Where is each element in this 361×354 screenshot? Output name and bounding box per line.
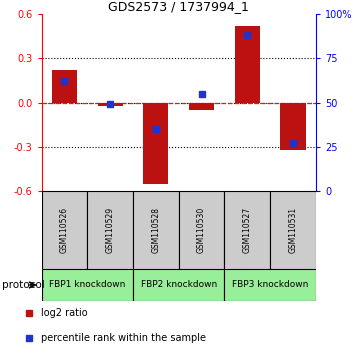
Bar [87,191,133,269]
Text: percentile rank within the sample: percentile rank within the sample [41,333,206,343]
Bar [179,191,225,269]
Bar [97,103,123,105]
Text: GSM110530: GSM110530 [197,207,206,253]
Bar [143,103,168,184]
Text: FBP1 knockdown: FBP1 knockdown [49,280,125,290]
Text: FBP3 knockdown: FBP3 knockdown [232,280,308,290]
Bar [42,269,133,301]
Bar [235,26,260,103]
Bar [42,191,87,269]
Bar [52,70,77,103]
Bar [133,269,225,301]
Text: log2 ratio: log2 ratio [41,308,88,318]
Bar [189,103,214,110]
Bar [280,103,305,150]
Text: FBP2 knockdown: FBP2 knockdown [140,280,217,290]
Bar [225,191,270,269]
Text: GSM110531: GSM110531 [288,207,297,253]
Text: GSM110526: GSM110526 [60,207,69,253]
Text: GSM110527: GSM110527 [243,207,252,253]
Text: protocol: protocol [2,280,44,290]
Bar [133,191,179,269]
Text: GSM110529: GSM110529 [106,207,114,253]
Text: GSM110528: GSM110528 [151,207,160,253]
Bar [270,191,316,269]
Bar [225,269,316,301]
Title: GDS2573 / 1737994_1: GDS2573 / 1737994_1 [108,0,249,13]
